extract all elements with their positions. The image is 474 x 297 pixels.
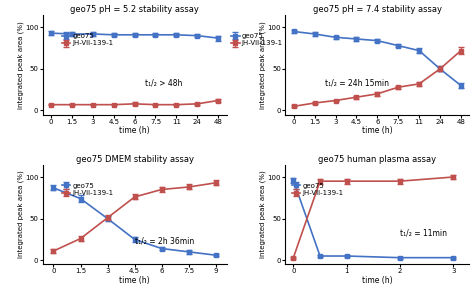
Text: t₁/₂ = 11min: t₁/₂ = 11min [400,228,447,237]
Legend: geo75, JH-VII-139-1: geo75, JH-VII-139-1 [289,180,346,199]
Y-axis label: integrated peak area (%): integrated peak area (%) [17,21,24,109]
X-axis label: time (h): time (h) [119,126,150,135]
Title: geo75 human plasma assay: geo75 human plasma assay [318,155,437,164]
Title: geo75 pH = 7.4 stability assay: geo75 pH = 7.4 stability assay [313,5,442,14]
X-axis label: time (h): time (h) [362,276,392,285]
Text: t₁/₂ > 48h: t₁/₂ > 48h [145,78,182,88]
Y-axis label: integrated peak area (%): integrated peak area (%) [260,21,266,109]
X-axis label: time (h): time (h) [119,276,150,285]
Y-axis label: integrated peak area (%): integrated peak area (%) [17,170,24,258]
Y-axis label: integrated peak area (%): integrated peak area (%) [260,170,266,258]
X-axis label: time (h): time (h) [362,126,392,135]
Text: t₁/₂ = 2h 36min: t₁/₂ = 2h 36min [135,236,194,246]
Title: geo75 DMEM stability assay: geo75 DMEM stability assay [75,155,193,164]
Legend: geo75, JH-VII-139-1: geo75, JH-VII-139-1 [59,180,117,199]
Text: t₁/₂ = 24h 15min: t₁/₂ = 24h 15min [325,78,389,88]
Legend: geo75, JH-VII-139-1: geo75, JH-VII-139-1 [228,30,286,49]
Title: geo75 pH = 5.2 stability assay: geo75 pH = 5.2 stability assay [70,5,199,14]
Legend: geo75, JH-VII-139-1: geo75, JH-VII-139-1 [59,30,117,49]
